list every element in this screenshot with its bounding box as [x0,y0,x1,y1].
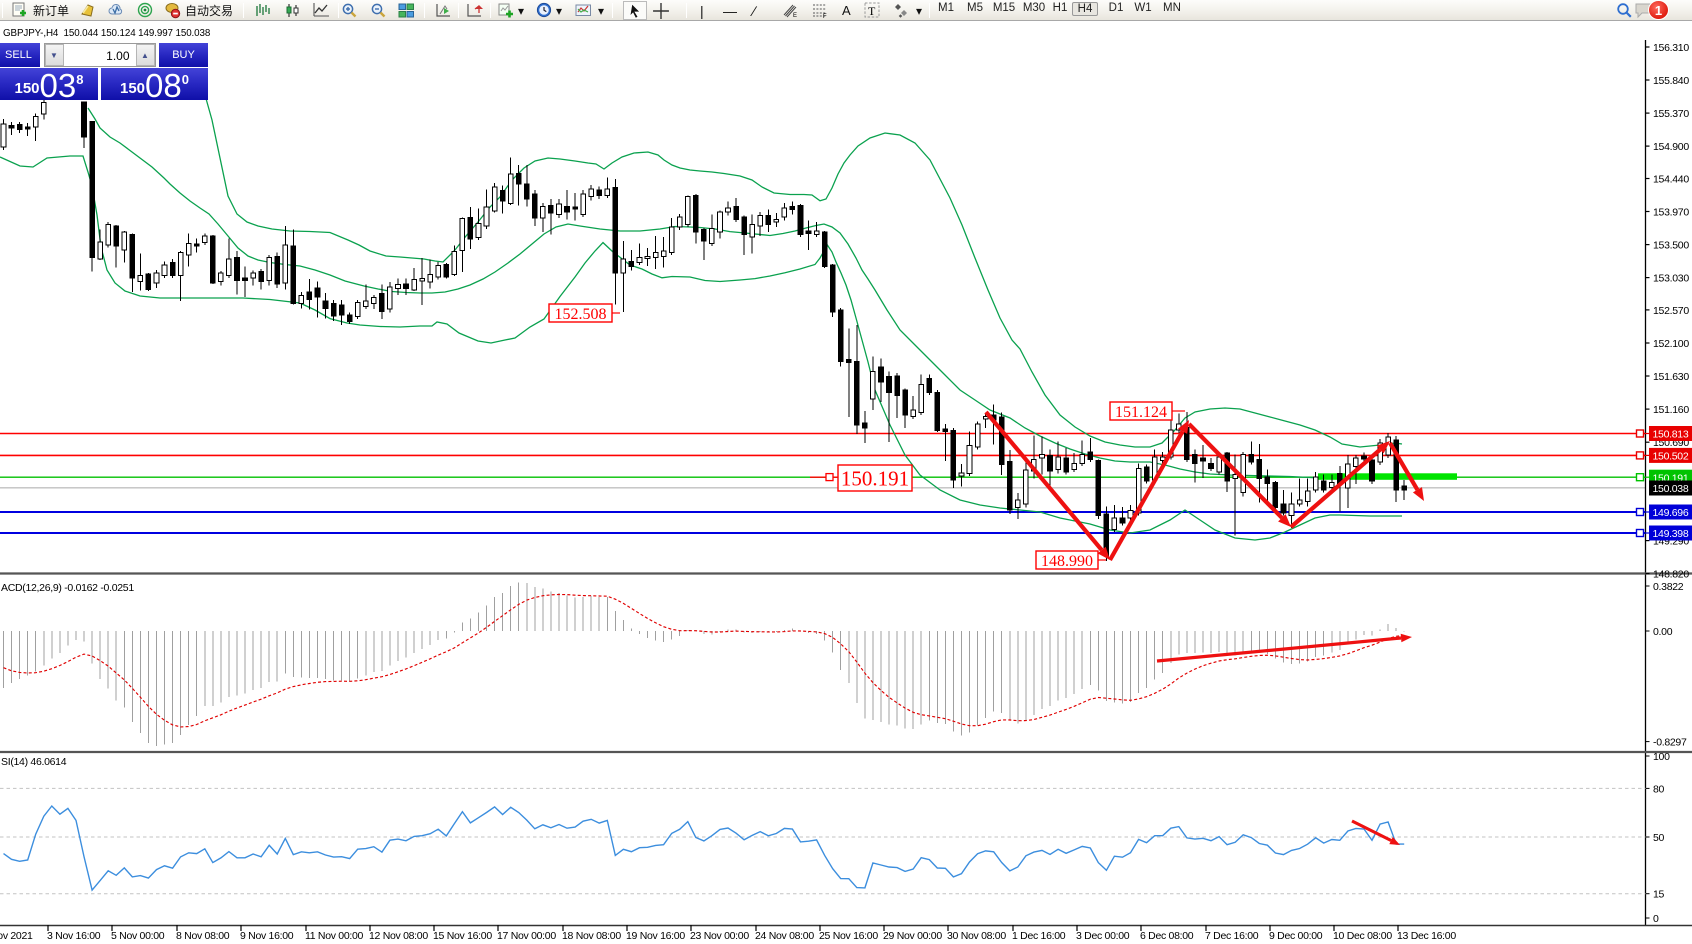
svg-text:9 Nov 16:00: 9 Nov 16:00 [240,930,294,942]
svg-text:E: E [793,13,797,19]
svg-text:11 Nov 00:00: 11 Nov 00:00 [305,930,364,942]
svg-text:156.310: 156.310 [1653,42,1689,54]
svg-text:24 Nov 08:00: 24 Nov 08:00 [755,930,814,942]
svg-text:151.630: 151.630 [1653,371,1689,383]
svg-text:Nov 2021: Nov 2021 [0,930,33,942]
svg-text:0.3822: 0.3822 [1653,581,1684,593]
svg-text:6 Dec 08:00: 6 Dec 08:00 [1140,930,1194,942]
svg-text:153.500: 153.500 [1653,240,1689,252]
svg-text:19 Nov 16:00: 19 Nov 16:00 [626,930,685,942]
svg-text:153.970: 153.970 [1653,207,1689,219]
svg-text:152.570: 152.570 [1653,305,1689,317]
svg-text:149.696: 149.696 [1653,507,1689,519]
svg-text:12 Nov 08:00: 12 Nov 08:00 [369,930,428,942]
svg-text:152.100: 152.100 [1653,338,1689,350]
svg-text:150.038: 150.038 [1653,483,1689,495]
svg-text:148.820: 148.820 [1653,569,1689,581]
svg-text:SI(14) 46.0614: SI(14) 46.0614 [1,756,67,768]
svg-text:13 Dec 16:00: 13 Dec 16:00 [1397,930,1456,942]
svg-text:F: F [823,14,827,19]
svg-text:150.502: 150.502 [1653,451,1689,463]
svg-text:80: 80 [1653,783,1665,795]
svg-text:154.440: 154.440 [1653,174,1689,186]
svg-text:155.840: 155.840 [1653,75,1689,87]
svg-text:151.124: 151.124 [1115,404,1167,421]
svg-text:18 Nov 08:00: 18 Nov 08:00 [562,930,621,942]
svg-text:1 Dec 16:00: 1 Dec 16:00 [1012,930,1066,942]
svg-text:150.813: 150.813 [1653,429,1689,441]
svg-text:3 Dec 00:00: 3 Dec 00:00 [1076,930,1130,942]
svg-text:149.398: 149.398 [1653,528,1689,540]
svg-text:50: 50 [1653,832,1665,844]
svg-text:15 Nov 16:00: 15 Nov 16:00 [433,930,492,942]
svg-text:152.508: 152.508 [555,306,607,323]
svg-text:15: 15 [1653,889,1665,901]
svg-text:151.160: 151.160 [1653,404,1689,416]
svg-text:155.370: 155.370 [1653,108,1689,120]
svg-text:5 Nov 00:00: 5 Nov 00:00 [111,930,165,942]
svg-text:25 Nov 16:00: 25 Nov 16:00 [819,930,878,942]
svg-text:23 Nov 00:00: 23 Nov 00:00 [690,930,749,942]
svg-text:7 Dec 16:00: 7 Dec 16:00 [1205,930,1259,942]
svg-text:9 Dec 00:00: 9 Dec 00:00 [1269,930,1323,942]
svg-text:17 Nov 00:00: 17 Nov 00:00 [497,930,556,942]
svg-text:ACD(12,26,9) -0.0162 -0.0251: ACD(12,26,9) -0.0162 -0.0251 [1,582,134,594]
svg-text:-0.8297: -0.8297 [1653,737,1687,749]
svg-text:10 Dec 08:00: 10 Dec 08:00 [1333,930,1392,942]
svg-text:148.990: 148.990 [1041,553,1093,570]
svg-text:T: T [868,4,876,18]
svg-text:150.191: 150.191 [841,467,909,491]
svg-text:154.900: 154.900 [1653,141,1689,153]
svg-text:29 Nov 00:00: 29 Nov 00:00 [883,930,942,942]
svg-text:153.030: 153.030 [1653,273,1689,285]
svg-text:8 Nov 08:00: 8 Nov 08:00 [176,930,230,942]
svg-text:30 Nov 08:00: 30 Nov 08:00 [947,930,1006,942]
svg-text:3 Nov 16:00: 3 Nov 16:00 [47,930,101,942]
svg-text:0: 0 [1653,913,1659,925]
svg-text:0.00: 0.00 [1653,626,1673,638]
svg-text:100: 100 [1653,751,1670,763]
